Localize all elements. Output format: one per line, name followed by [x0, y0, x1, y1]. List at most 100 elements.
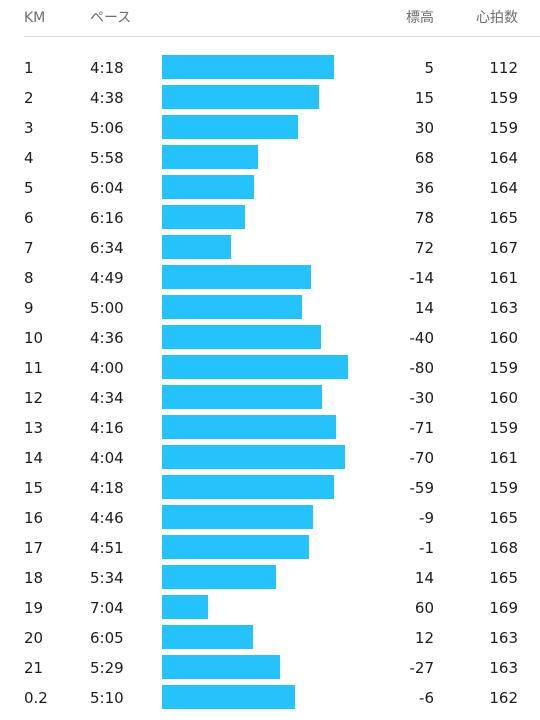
pace-bar: [162, 655, 280, 679]
split-elevation: -40: [409, 329, 435, 347]
split-heart-rate: 159: [489, 89, 518, 107]
split-elevation: -1: [419, 539, 434, 557]
split-pace: 4:51: [90, 539, 124, 557]
split-heart-rate: 168: [489, 539, 518, 557]
split-pace: 4:46: [90, 509, 124, 527]
split-km: 4: [24, 149, 34, 167]
split-km: 8: [24, 269, 34, 287]
pace-bar: [162, 415, 336, 439]
split-heart-rate: 112: [489, 59, 518, 77]
split-row: 10 4:36 -40 160: [0, 323, 540, 353]
split-heart-rate: 169: [489, 599, 518, 617]
split-km: 1: [24, 59, 34, 77]
pace-bar: [162, 505, 313, 529]
split-elevation: -27: [409, 659, 435, 677]
split-heart-rate: 160: [489, 329, 518, 347]
split-heart-rate: 161: [489, 269, 518, 287]
split-row: 8 4:49 -14 161: [0, 263, 540, 293]
pace-bar: [162, 535, 309, 559]
split-elevation: -14: [409, 269, 435, 287]
split-row: 18 5:34 14 165: [0, 563, 540, 593]
split-km: 20: [24, 629, 44, 647]
split-row: 9 5:00 14 163: [0, 293, 540, 323]
split-row: 12 4:34 -30 160: [0, 383, 540, 413]
split-pace: 4:00: [90, 359, 124, 377]
split-elevation: -6: [419, 689, 434, 707]
split-elevation: 36: [414, 179, 434, 197]
split-elevation: 14: [414, 299, 434, 317]
split-row: 20 6:05 12 163: [0, 623, 540, 653]
split-pace: 6:16: [90, 209, 124, 227]
split-pace: 6:34: [90, 239, 124, 257]
split-heart-rate: 159: [489, 479, 518, 497]
pace-bar: [162, 85, 319, 109]
pace-bar: [162, 475, 334, 499]
pace-bar: [162, 595, 208, 619]
split-heart-rate: 163: [489, 629, 518, 647]
split-pace: 4:18: [90, 59, 124, 77]
split-pace: 5:29: [90, 659, 124, 677]
split-elevation: 15: [414, 89, 434, 107]
split-heart-rate: 165: [489, 509, 518, 527]
split-pace: 6:05: [90, 629, 124, 647]
pace-bar: [162, 325, 321, 349]
split-pace: 6:04: [90, 179, 124, 197]
split-elevation: 5: [424, 59, 434, 77]
split-km: 5: [24, 179, 34, 197]
km-column-header: KM: [24, 10, 46, 26]
heart-rate-column-header: 心拍数: [476, 10, 518, 26]
split-km: 15: [24, 479, 44, 497]
splits-header: KM ペース 標高 心拍数: [0, 0, 540, 36]
pace-bar: [162, 295, 302, 319]
split-km: 0.2: [24, 689, 48, 707]
split-heart-rate: 163: [489, 659, 518, 677]
split-row: 5 6:04 36 164: [0, 173, 540, 203]
split-km: 17: [24, 539, 44, 557]
split-row: 21 5:29 -27 163: [0, 653, 540, 683]
split-pace: 4:34: [90, 389, 124, 407]
split-elevation: 72: [414, 239, 434, 257]
split-km: 10: [24, 329, 44, 347]
split-row: 6 6:16 78 165: [0, 203, 540, 233]
split-heart-rate: 162: [489, 689, 518, 707]
split-row: 16 4:46 -9 165: [0, 503, 540, 533]
split-km: 6: [24, 209, 34, 227]
split-row: 0.2 5:10 -6 162: [0, 683, 540, 713]
split-row: 13 4:16 -71 159: [0, 413, 540, 443]
pace-bar: [162, 115, 298, 139]
pace-bar: [162, 625, 253, 649]
pace-bar: [162, 265, 311, 289]
split-km: 19: [24, 599, 44, 617]
split-elevation: -59: [409, 479, 435, 497]
split-pace: 5:10: [90, 689, 124, 707]
split-row: 11 4:00 -80 159: [0, 353, 540, 383]
split-row: 7 6:34 72 167: [0, 233, 540, 263]
pace-column-header: ペース: [90, 10, 132, 26]
pace-bar: [162, 235, 231, 259]
pace-bar: [162, 685, 295, 709]
split-elevation: -9: [419, 509, 434, 527]
split-row: 19 7:04 60 169: [0, 593, 540, 623]
pace-bar: [162, 385, 322, 409]
split-elevation: -30: [409, 389, 435, 407]
split-pace: 7:04: [90, 599, 124, 617]
split-row: 3 5:06 30 159: [0, 113, 540, 143]
split-heart-rate: 159: [489, 359, 518, 377]
split-heart-rate: 165: [489, 209, 518, 227]
split-elevation: 14: [414, 569, 434, 587]
pace-bar: [162, 355, 348, 379]
elevation-column-header: 標高: [406, 10, 434, 26]
pace-bar: [162, 55, 334, 79]
split-heart-rate: 167: [489, 239, 518, 257]
split-elevation: 68: [414, 149, 434, 167]
split-pace: 4:38: [90, 89, 124, 107]
split-km: 21: [24, 659, 44, 677]
split-heart-rate: 165: [489, 569, 518, 587]
split-pace: 5:34: [90, 569, 124, 587]
split-heart-rate: 159: [489, 419, 518, 437]
split-elevation: -71: [409, 419, 435, 437]
split-heart-rate: 164: [489, 179, 518, 197]
split-pace: 4:18: [90, 479, 124, 497]
split-row: 2 4:38 15 159: [0, 83, 540, 113]
pace-bar: [162, 145, 258, 169]
